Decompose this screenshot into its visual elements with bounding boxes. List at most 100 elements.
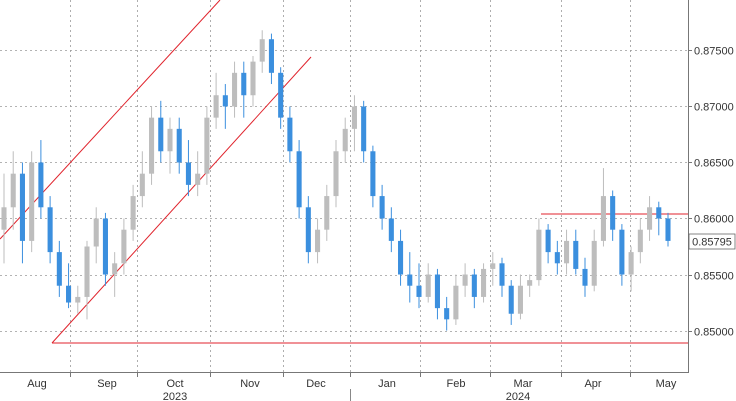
candle-body	[600, 196, 606, 241]
candle-body	[75, 296, 81, 303]
candle-body	[342, 128, 348, 152]
candle-body	[287, 117, 293, 152]
year-label: 2024	[506, 391, 530, 401]
candle-body	[637, 229, 643, 253]
candle-body	[628, 252, 634, 275]
candle-body	[29, 162, 35, 241]
x-tick-label: May	[656, 378, 677, 390]
candle-body	[499, 263, 505, 286]
candle-body	[1, 207, 7, 230]
candle-body	[232, 72, 238, 107]
candle-body	[398, 240, 404, 275]
chart-grid	[0, 0, 688, 372]
x-tick-label: Dec	[306, 378, 326, 390]
candle-body	[259, 39, 265, 62]
candle-body	[425, 274, 431, 297]
candle-body	[139, 173, 145, 197]
candle-body	[554, 252, 560, 264]
candle-body	[536, 229, 542, 281]
candle-body	[158, 117, 164, 152]
x-tick-label: Mar	[514, 378, 533, 390]
candle-body	[564, 240, 570, 264]
x-tick-label: Feb	[447, 378, 466, 390]
x-axis-ticks: Aug Sep Oct Nov Dec Jan Feb Mar Apr May 2023 2024	[27, 372, 677, 401]
candle-body	[93, 218, 99, 247]
x-tick-label: Nov	[240, 378, 260, 390]
candle-body	[241, 72, 247, 96]
last-price-badge: 0.85795	[688, 233, 736, 250]
candle-body	[176, 128, 182, 163]
y-tick-label: 0.86000	[694, 214, 734, 226]
candle-body	[38, 162, 44, 208]
candle-body	[416, 285, 422, 297]
y-tick-label: 0.87000	[694, 102, 734, 114]
chart-annotations	[0, 0, 688, 344]
candle-body	[324, 196, 330, 230]
candle-body	[462, 274, 468, 286]
candle-body	[66, 285, 72, 303]
candle-body	[130, 196, 136, 230]
candle-body	[527, 280, 533, 286]
candle-body	[102, 218, 108, 275]
candle-body	[647, 207, 653, 230]
candle-body	[351, 106, 357, 129]
channel-lower-line	[51, 56, 312, 344]
candle-body	[361, 106, 367, 152]
candle-body	[278, 72, 284, 118]
candle-body	[84, 246, 90, 297]
year-label: 2023	[163, 391, 187, 401]
candle-body	[591, 240, 597, 286]
last-price-badge-box	[688, 233, 736, 250]
candle-body	[407, 274, 413, 286]
x-tick-label: Sep	[97, 378, 117, 390]
candle-body	[665, 218, 671, 241]
candle-body	[185, 162, 191, 185]
candle-body	[545, 229, 551, 253]
candle-body	[268, 39, 274, 73]
candle-body	[195, 173, 201, 185]
candle-body	[305, 207, 311, 253]
y-tick-label: 0.85500	[694, 271, 734, 283]
x-tick-label: Oct	[166, 378, 183, 390]
candle-body	[19, 173, 25, 241]
candle-body	[508, 285, 514, 314]
candle-body	[10, 173, 16, 208]
candle-body	[388, 218, 394, 241]
candle-body	[434, 274, 440, 309]
last-price-label: 0.85795	[692, 237, 732, 249]
y-tick-label: 0.85000	[694, 327, 734, 339]
y-axis-ticks: 0.85000 0.85500 0.86000 0.86500 0.87000 0.875…	[688, 46, 734, 339]
candle-body	[149, 117, 155, 174]
candle-body	[517, 285, 523, 314]
candle-body	[490, 263, 496, 269]
x-tick-label: Apr	[584, 378, 601, 390]
candle-body	[444, 308, 450, 320]
candle-body	[56, 252, 62, 286]
candle-body	[213, 95, 219, 118]
candlestick-series	[1, 30, 671, 331]
candle-body	[333, 151, 339, 197]
candle-body	[47, 207, 53, 253]
candle-body	[582, 268, 588, 286]
candle-body	[222, 95, 228, 107]
candle-body	[453, 285, 459, 320]
candle-body	[204, 117, 210, 174]
candle-body	[610, 196, 616, 230]
candle-body	[471, 274, 477, 297]
candle-body	[167, 128, 173, 152]
candle-body	[656, 207, 662, 219]
candle-body	[370, 151, 376, 197]
x-tick-label: Aug	[27, 378, 47, 390]
candle-body	[250, 61, 256, 96]
channel-upper-line	[0, 0, 221, 240]
candle-body	[315, 229, 321, 253]
candle-body	[296, 151, 302, 208]
y-tick-label: 0.87500	[694, 46, 734, 58]
candle-body	[112, 263, 118, 275]
x-tick-label: Jan	[378, 378, 396, 390]
candle-body	[619, 229, 625, 275]
candle-body	[481, 268, 487, 297]
candle-body	[121, 229, 127, 264]
y-tick-label: 0.86500	[694, 158, 734, 170]
